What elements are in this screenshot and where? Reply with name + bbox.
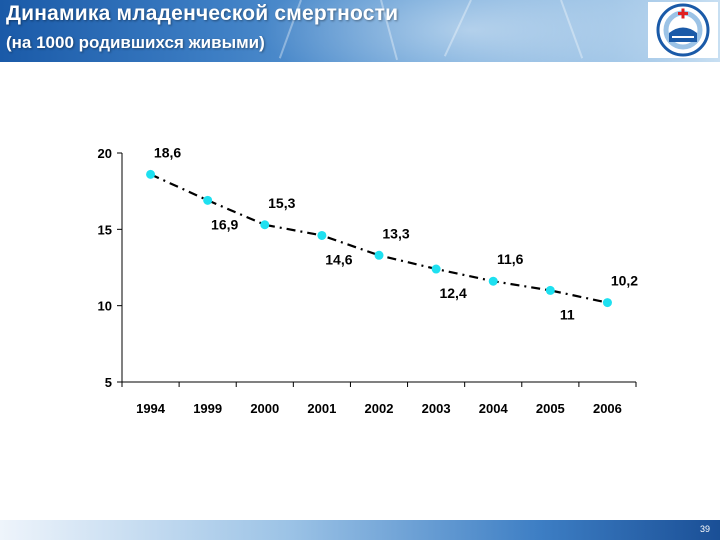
y-tick-label: 15 [98,222,112,237]
data-points [146,169,612,308]
data-label: 13,3 [382,225,409,241]
y-tick-label: 10 [98,299,112,314]
x-tick-label: 2000 [250,401,279,416]
data-label: 16,9 [211,216,238,232]
header-glow [260,0,680,62]
slide-title: Динамика младенческой смертности [6,2,399,25]
x-tick-label: 1999 [193,401,222,416]
data-label: 18,6 [154,144,181,160]
data-point [488,276,498,286]
y-tick-label: 5 [105,375,112,390]
data-point [602,298,612,308]
data-label: 11 [560,306,575,322]
data-label: 14,6 [325,251,352,267]
data-label: 12,4 [439,285,466,301]
slide-subtitle: (на 1000 родившихся живыми) [6,33,265,52]
data-point [146,169,156,179]
data-point [203,195,213,205]
x-tick-label: 2003 [422,401,451,416]
x-tick-label: 1994 [136,401,166,416]
y-ticks: 5 10 15 20 [98,146,122,390]
x-tick-label: 2002 [365,401,394,416]
data-label: 11,6 [497,251,524,267]
health-project-emblem-icon [648,2,718,58]
data-label: 10,2 [611,273,638,289]
y-tick-label: 20 [98,146,112,161]
x-tick-label: 2005 [536,401,565,416]
series-line [150,173,608,304]
page-number: 39 [699,524,710,534]
x-tick-label: 2001 [307,401,336,416]
data-point [260,220,270,230]
data-point [317,230,327,240]
data-point [431,264,441,274]
data-point [545,285,555,295]
data-point [374,250,384,260]
x-ticks: 1994 1999 2000 2001 2002 2003 2004 2005 2006 [121,382,637,416]
data-label: 15,3 [268,195,295,211]
x-tick-label: 2006 [593,401,622,416]
x-tick-label: 2004 [479,401,509,416]
footer-bar: 39 [0,520,720,540]
data-labels: 18,6 16,9 15,3 14,6 13,3 12,4 11,6 11 10,2 [154,144,638,322]
header-banner: Динамика младенческой смертности (на 100… [0,0,720,62]
